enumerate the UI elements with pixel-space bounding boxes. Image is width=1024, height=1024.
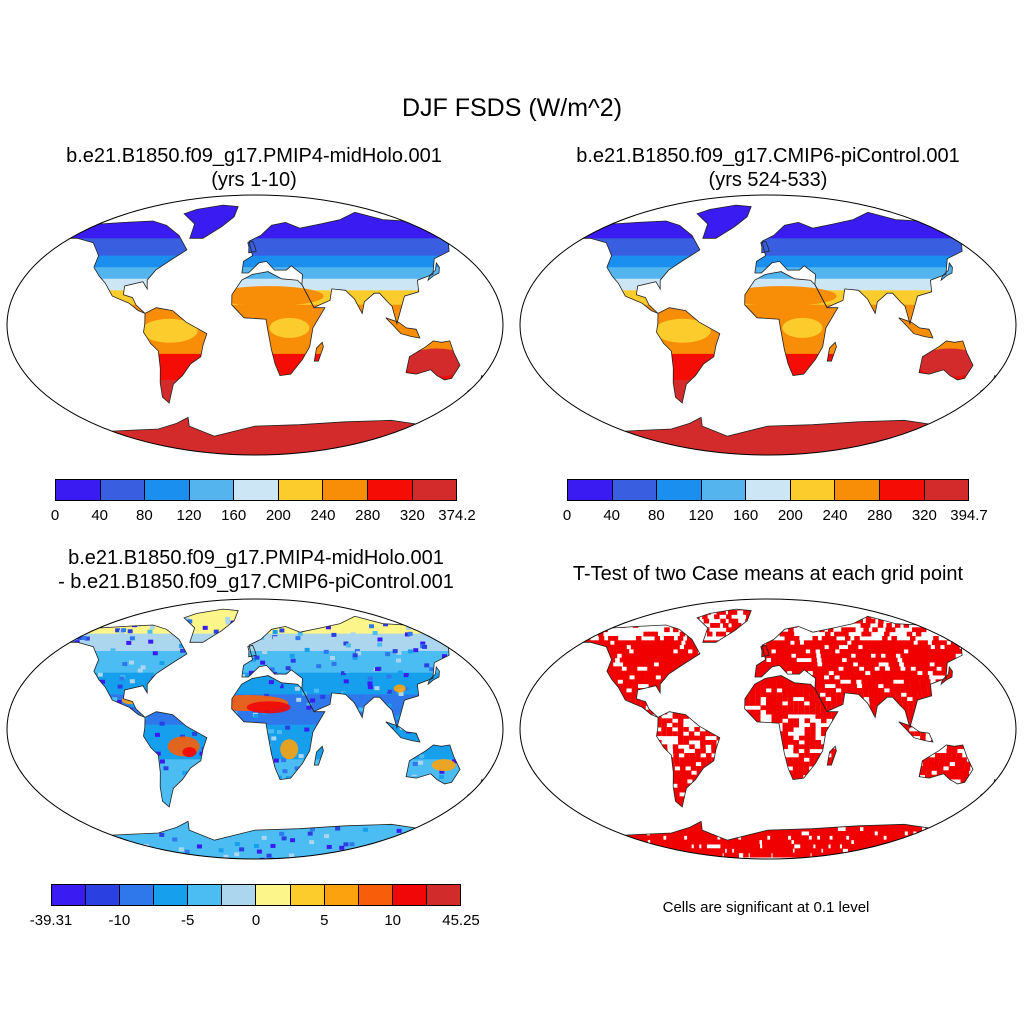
colorbar-swatch: [568, 480, 613, 500]
colorbar-swatch: [120, 885, 155, 905]
colorbar-tick-label: 0: [562, 507, 572, 524]
colorbar-tick-label: 10: [384, 912, 401, 929]
colorbar-swatch: [278, 480, 324, 500]
main-title: DJF FSDS (W/m^2): [401, 94, 623, 122]
colorbar-swatch: [392, 885, 427, 905]
colorbar-swatch: [879, 480, 925, 500]
colorbar-swatch: [790, 480, 836, 500]
colorbar-swatch: [56, 480, 101, 500]
map-land-layer: [563, 205, 1001, 455]
colorbar-tick-label: 200: [265, 507, 291, 524]
colorbar-swatch: [701, 480, 747, 500]
colorbar-swatch: [657, 480, 702, 500]
colorbar-swatch: [86, 885, 121, 905]
colorbar-top-left: [55, 479, 457, 501]
map-difference: [6, 598, 504, 860]
colorbar-tick-label: 40: [91, 507, 108, 524]
panel-title-bottom-left: b.e21.B1850.f09_g17.PMIP4-midHolo.001 - …: [6, 546, 506, 594]
map-picontrol: [519, 194, 1017, 456]
colorbar-tick-label: 160: [733, 507, 759, 524]
colorbar-tick-label: 0: [50, 507, 60, 524]
colorbar-tick-label: -39.31: [29, 912, 73, 929]
colorbar-tick-label: 0: [251, 912, 261, 929]
panel-title-top-right: b.e21.B1850.f09_g17.CMIP6-piControl.001 …: [518, 144, 1018, 192]
colorbar-tick-label: -5: [180, 912, 195, 929]
panel-title-bottom-right: T-Test of two Case means at each grid po…: [572, 563, 964, 585]
colorbar-swatch: [367, 480, 413, 500]
map-border: [6, 194, 504, 456]
colorbar-swatch: [323, 480, 368, 500]
colorbar-swatch: [154, 885, 189, 905]
colorbar-tick-label: 374.2: [438, 507, 476, 524]
colorbar-tick-label: 280: [355, 507, 381, 524]
colorbar-tick-label: 320: [911, 507, 937, 524]
panel-title-line1: b.e21.B1850.f09_g17.CMIP6-piControl.001: [576, 145, 960, 167]
colorbar-swatch: [835, 480, 880, 500]
map-land-layer: [50, 205, 488, 455]
colorbar-bottom-left: [51, 884, 461, 906]
colorbar-tick-label: 120: [176, 507, 202, 524]
colorbar-swatch: [290, 885, 325, 905]
colorbar-tick-label: 40: [603, 507, 620, 524]
colorbar-swatch: [145, 480, 190, 500]
colorbar-tick-label: 120: [688, 507, 714, 524]
map-ttest: [519, 598, 1017, 860]
colorbar-tick-label: 5: [320, 912, 329, 929]
colorbar-swatch: [222, 885, 257, 905]
panel-title-line2: - b.e21.B1850.f09_g17.CMIP6-piControl.00…: [58, 571, 454, 593]
colorbar-top-right: [567, 479, 969, 501]
colorbar-swatch: [188, 885, 223, 905]
coastlines: [563, 608, 1002, 859]
significance-note: Cells are significant at 0.1 level: [662, 899, 870, 916]
map-midholo: [6, 194, 504, 456]
colorbar-tick-label: 80: [647, 507, 665, 524]
panel-title-line2: (yrs 1-10): [211, 169, 297, 191]
colorbar-tick-label: 240: [822, 507, 848, 524]
colorbar-tick-label: 200: [777, 507, 803, 524]
colorbar-swatch: [52, 885, 87, 905]
colorbar-tick-label: 80: [135, 507, 153, 524]
colorbar-tick-label: -10: [108, 912, 131, 929]
colorbar-swatch: [426, 885, 460, 905]
map-border: [519, 598, 1017, 860]
panel-title-line2: (yrs 524-533): [708, 169, 828, 191]
map-border: [519, 194, 1017, 456]
colorbar-swatch: [746, 480, 791, 500]
panel-title-line1: b.e21.B1850.f09_g17.PMIP4-midHolo.001: [66, 145, 442, 167]
colorbar-swatch: [924, 480, 969, 500]
colorbar-swatch: [358, 885, 393, 905]
colorbar-tick-label: 280: [867, 507, 893, 524]
colorbar-swatch: [412, 480, 457, 500]
colorbar-tick-label: 160: [221, 507, 247, 524]
colorbar-swatch: [234, 480, 279, 500]
panel-title-top-left: b.e21.B1850.f09_g17.PMIP4-midHolo.001 (y…: [4, 144, 504, 192]
colorbar-tick-label: 240: [310, 507, 336, 524]
colorbar-tick-label: 320: [399, 507, 425, 524]
panel-title-line1: b.e21.B1850.f09_g17.PMIP4-midHolo.001: [68, 547, 444, 569]
colorbar-swatch: [100, 480, 146, 500]
colorbar-swatch: [189, 480, 235, 500]
colorbar-tick-label: 394.7: [950, 507, 988, 524]
colorbar-swatch: [256, 885, 291, 905]
map-border: [6, 598, 504, 860]
colorbar-swatch: [324, 885, 359, 905]
colorbar-tick-label: 45.25: [442, 912, 480, 929]
colorbar-swatch: [612, 480, 658, 500]
